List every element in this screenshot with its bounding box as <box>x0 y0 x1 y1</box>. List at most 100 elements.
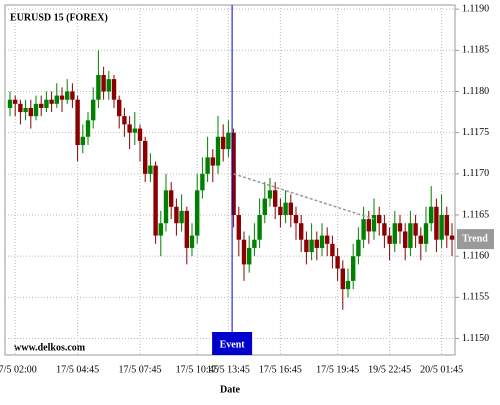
candle-body <box>366 219 371 232</box>
candle-body <box>59 95 65 100</box>
y-tick-label: 1.1170 <box>462 168 489 179</box>
candle-body <box>111 79 117 100</box>
candle-body <box>325 235 330 244</box>
candle-body <box>335 256 340 269</box>
candle-body <box>215 136 221 166</box>
candle-body <box>293 215 299 224</box>
candle-body <box>444 215 449 236</box>
candle-body <box>397 223 403 232</box>
candle-body <box>122 116 127 125</box>
candle-body <box>283 202 288 215</box>
candle-body <box>91 99 96 121</box>
candle-body <box>23 107 28 113</box>
y-tick-label: 1.1180 <box>462 86 489 97</box>
candle-body <box>70 91 75 100</box>
candle-body <box>96 75 101 100</box>
candle-body <box>262 198 267 215</box>
candle-body <box>169 190 174 207</box>
candle-body <box>132 128 137 133</box>
candle-body <box>153 165 158 236</box>
x-tick-label: 20/5 01:45 <box>420 364 463 375</box>
candle-body <box>361 219 366 240</box>
candle-body <box>403 231 408 248</box>
x-tick-label: 17/5 02:00 <box>0 364 37 375</box>
x-tick-label: 17/5 19:45 <box>316 364 359 375</box>
candle-body <box>429 206 434 224</box>
x-tick-label: 17/5 10:45 <box>176 364 219 375</box>
candle-body <box>184 210 189 248</box>
y-tick-label: 1.1155 <box>462 292 489 303</box>
candle-body <box>18 103 23 113</box>
candle-body <box>423 223 429 244</box>
candle-body <box>351 256 356 281</box>
candle-body <box>127 124 132 133</box>
candle-body <box>408 223 413 248</box>
candle-body <box>371 215 377 232</box>
candle-body <box>106 79 111 92</box>
candle-body <box>117 99 122 117</box>
candle-body <box>210 157 215 166</box>
y-tick-label: 1.1165 <box>462 209 489 220</box>
x-tick-label: 17/5 16:45 <box>259 364 302 375</box>
event-label: Event <box>220 339 246 350</box>
x-tick-label: 17/5 07:45 <box>118 364 161 375</box>
candle-body <box>33 103 39 117</box>
candle-body <box>330 243 335 257</box>
candle-body <box>273 190 278 207</box>
candle-body <box>314 239 319 248</box>
y-tick-label: 1.1190 <box>462 3 489 14</box>
watermark: www.delkos.com <box>14 342 86 353</box>
candle-body <box>267 190 273 199</box>
candle-body <box>319 235 325 248</box>
y-tick-label: 1.1150 <box>462 333 489 344</box>
candle-body <box>85 120 91 137</box>
candle-body <box>392 223 397 244</box>
candle-body <box>288 202 293 215</box>
x-tick-label: 17/5 04:45 <box>56 364 99 375</box>
candle-body <box>143 140 148 174</box>
candle-body <box>49 99 54 104</box>
candle-body <box>75 99 80 145</box>
candle-body <box>174 206 179 224</box>
candle-body <box>356 239 361 257</box>
x-tick-label: 17/5 13:45 <box>207 364 250 375</box>
candle-body <box>39 103 44 108</box>
candle-body <box>13 99 18 104</box>
candle-body <box>309 239 314 253</box>
candle-body <box>179 210 184 224</box>
candle-body <box>148 165 153 174</box>
candle-body <box>278 206 283 215</box>
candle-body <box>247 247 252 265</box>
candle-body <box>200 173 205 191</box>
candle-body <box>163 190 169 224</box>
y-tick-label: 1.1185 <box>462 45 489 56</box>
plot-frame <box>4 4 456 356</box>
candle-body <box>44 99 49 108</box>
candle-body <box>7 99 13 108</box>
candle-body <box>377 215 382 224</box>
y-tick-label: 1.1160 <box>462 250 489 261</box>
candle-body <box>101 75 106 92</box>
candle-body <box>189 235 195 248</box>
candle-body <box>54 95 59 104</box>
y-tick-label: 1.1175 <box>462 127 489 138</box>
chart-title: EURUSD 15 (FOREX) <box>10 12 108 23</box>
candle-body <box>304 239 309 253</box>
candle-body <box>257 215 262 240</box>
candle-body <box>241 239 247 265</box>
candle-body <box>418 235 423 244</box>
candle-body <box>382 223 387 236</box>
x-axis-label: Date <box>220 384 241 395</box>
candle-body <box>158 223 163 236</box>
candle-body <box>340 268 345 290</box>
candle-body <box>387 235 392 244</box>
candle-body <box>299 223 304 240</box>
candle-body <box>236 215 241 240</box>
candle-body <box>345 280 351 290</box>
candle-body <box>80 136 85 145</box>
candle-body <box>434 206 439 240</box>
candle-body <box>413 223 418 236</box>
x-tick-label: 19/5 22:45 <box>368 364 411 375</box>
candle-body <box>226 132 231 150</box>
candle-body <box>195 190 200 236</box>
